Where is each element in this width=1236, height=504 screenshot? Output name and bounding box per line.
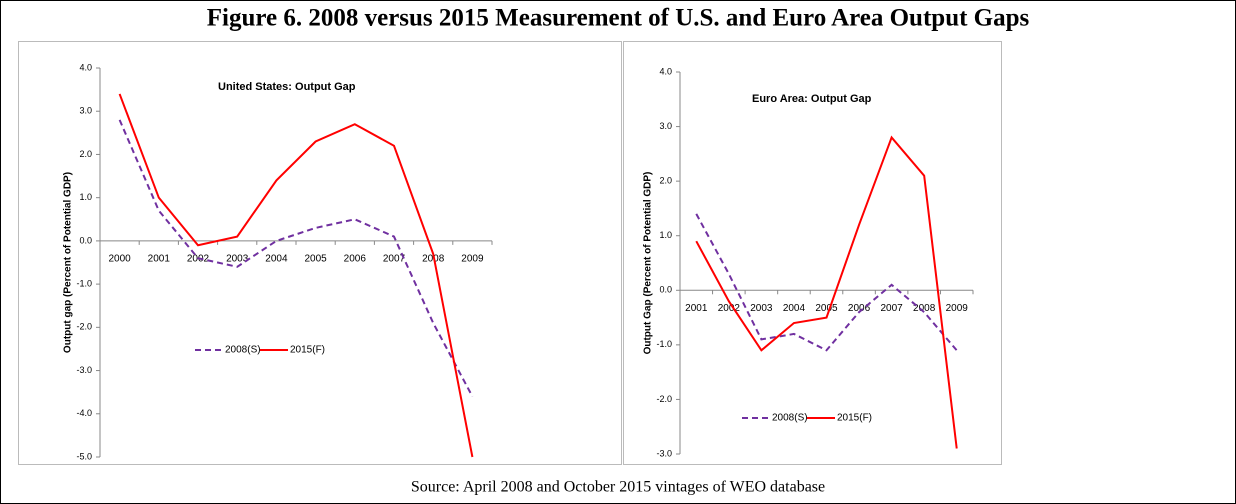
y-tick-label: -3.0 bbox=[656, 448, 672, 458]
panel-border bbox=[18, 41, 622, 465]
y-tick-label: 2.0 bbox=[659, 176, 672, 186]
x-tick-label: 2006 bbox=[848, 303, 871, 314]
y-tick-label: 4.0 bbox=[79, 62, 92, 72]
y-tick-label: 3.0 bbox=[659, 121, 672, 131]
legend-label: 2015(F) bbox=[290, 345, 325, 356]
y-tick-label: -2.0 bbox=[656, 394, 672, 404]
source-note: Source: April 2008 and October 2015 vint… bbox=[411, 479, 825, 496]
x-tick-label: 2001 bbox=[148, 254, 171, 265]
y-tick-label: -3.0 bbox=[76, 365, 92, 375]
x-tick-label: 2000 bbox=[108, 254, 131, 265]
chart-title: Euro Area: Output Gap bbox=[752, 93, 872, 105]
y-axis-label: Output gap (Percent of Potential GDP) bbox=[63, 172, 74, 353]
x-tick-label: 2003 bbox=[750, 303, 773, 314]
panel-border bbox=[623, 41, 1002, 465]
y-tick-label: -1.0 bbox=[76, 278, 92, 288]
x-tick-label: 2007 bbox=[383, 254, 406, 265]
y-tick-label: 0.0 bbox=[79, 235, 92, 245]
x-tick-label: 2001 bbox=[685, 303, 708, 314]
y-tick-label: 0.0 bbox=[659, 285, 672, 295]
y-tick-label: 2.0 bbox=[79, 149, 92, 159]
y-tick-label: 1.0 bbox=[79, 192, 92, 202]
data-line bbox=[695, 213, 958, 352]
x-tick-label: 2009 bbox=[461, 254, 484, 265]
x-tick-label: 2007 bbox=[880, 303, 903, 314]
legend-label: 2015(F) bbox=[837, 413, 872, 424]
y-axis-label: Output Gap (Percent of Potential GDP) bbox=[643, 172, 654, 355]
x-tick-label: 2005 bbox=[304, 254, 327, 265]
y-tick-label: 3.0 bbox=[79, 106, 92, 116]
y-tick-label: -4.0 bbox=[76, 408, 92, 418]
x-tick-label: 2009 bbox=[946, 303, 969, 314]
y-tick-label: -1.0 bbox=[656, 339, 672, 349]
x-tick-label: 2003 bbox=[226, 254, 249, 265]
y-tick-label: -2.0 bbox=[76, 322, 92, 332]
x-tick-label: 2008 bbox=[913, 303, 936, 314]
legend-label: 2008(S) bbox=[225, 345, 261, 356]
y-tick-label: 4.0 bbox=[659, 66, 672, 76]
y-tick-label: -5.0 bbox=[76, 451, 92, 461]
chart-title: United States: Output Gap bbox=[218, 81, 356, 93]
x-tick-label: 2005 bbox=[815, 303, 838, 314]
x-tick-label: 2004 bbox=[265, 254, 288, 265]
x-tick-label: 2004 bbox=[783, 303, 806, 314]
x-tick-label: 2002 bbox=[718, 303, 741, 314]
figure-title: Figure 6. 2008 versus 2015 Measurement o… bbox=[207, 5, 1030, 32]
legend-label: 2008(S) bbox=[772, 413, 808, 424]
data-line bbox=[695, 135, 958, 449]
x-tick-label: 2006 bbox=[344, 254, 367, 265]
y-tick-label: 1.0 bbox=[659, 230, 672, 240]
data-line bbox=[118, 93, 474, 458]
